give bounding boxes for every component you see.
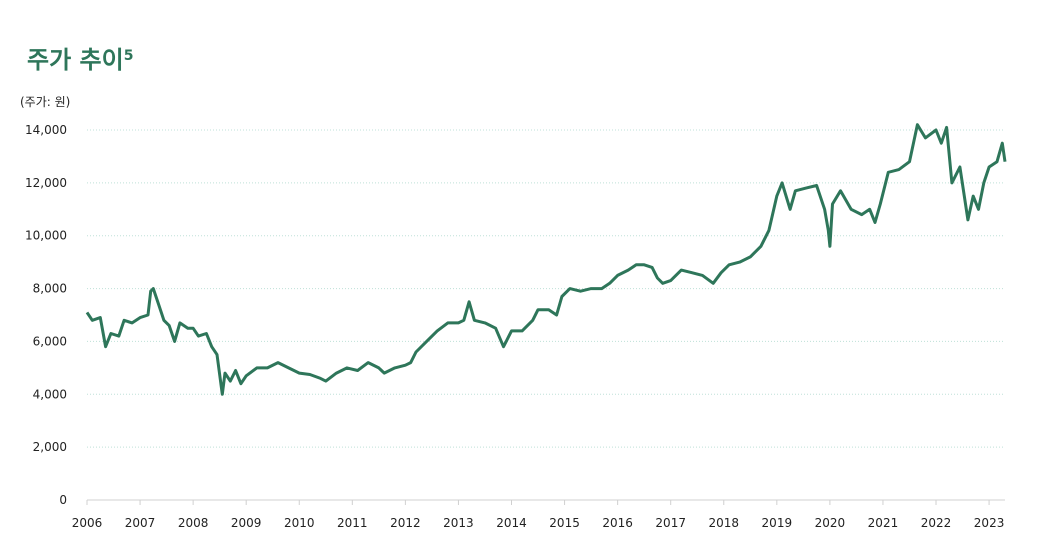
x-tick-label: 2011 <box>337 516 368 530</box>
x-tick-label: 2021 <box>868 516 899 530</box>
x-tick-label: 2020 <box>815 516 846 530</box>
x-tick-label: 2012 <box>390 516 421 530</box>
y-axis-label: (주가: 원) <box>20 95 70 109</box>
x-tick-label: 2022 <box>921 516 952 530</box>
x-tick-label: 2015 <box>549 516 580 530</box>
chart-title: 주가 추이5 <box>27 46 133 74</box>
x-tick-label: 2023 <box>974 516 1005 530</box>
y-tick-label: 2,000 <box>33 440 67 454</box>
x-tick-label: 2019 <box>762 516 793 530</box>
x-tick-label: 2010 <box>284 516 315 530</box>
y-tick-label: 0 <box>59 493 67 507</box>
x-tick-label: 2018 <box>708 516 739 530</box>
x-tick-label: 2006 <box>72 516 103 530</box>
x-tick-label: 2007 <box>125 516 156 530</box>
x-tick-label: 2008 <box>178 516 209 530</box>
x-tick-label: 2009 <box>231 516 262 530</box>
y-tick-label: 14,000 <box>25 123 67 137</box>
y-tick-label: 6,000 <box>33 334 67 348</box>
y-tick-label: 10,000 <box>25 229 67 243</box>
x-tick-label: 2016 <box>602 516 633 530</box>
x-tick-label: 2013 <box>443 516 474 530</box>
y-tick-label: 12,000 <box>25 176 67 190</box>
title-footnote: 5 <box>124 48 134 64</box>
x-tick-label: 2014 <box>496 516 527 530</box>
x-tick-label: 2017 <box>655 516 686 530</box>
price-line <box>85 123 1007 396</box>
y-tick-label: 4,000 <box>33 387 67 401</box>
y-tick-label: 8,000 <box>33 282 67 296</box>
title-text: 주가 추이 <box>27 46 124 74</box>
